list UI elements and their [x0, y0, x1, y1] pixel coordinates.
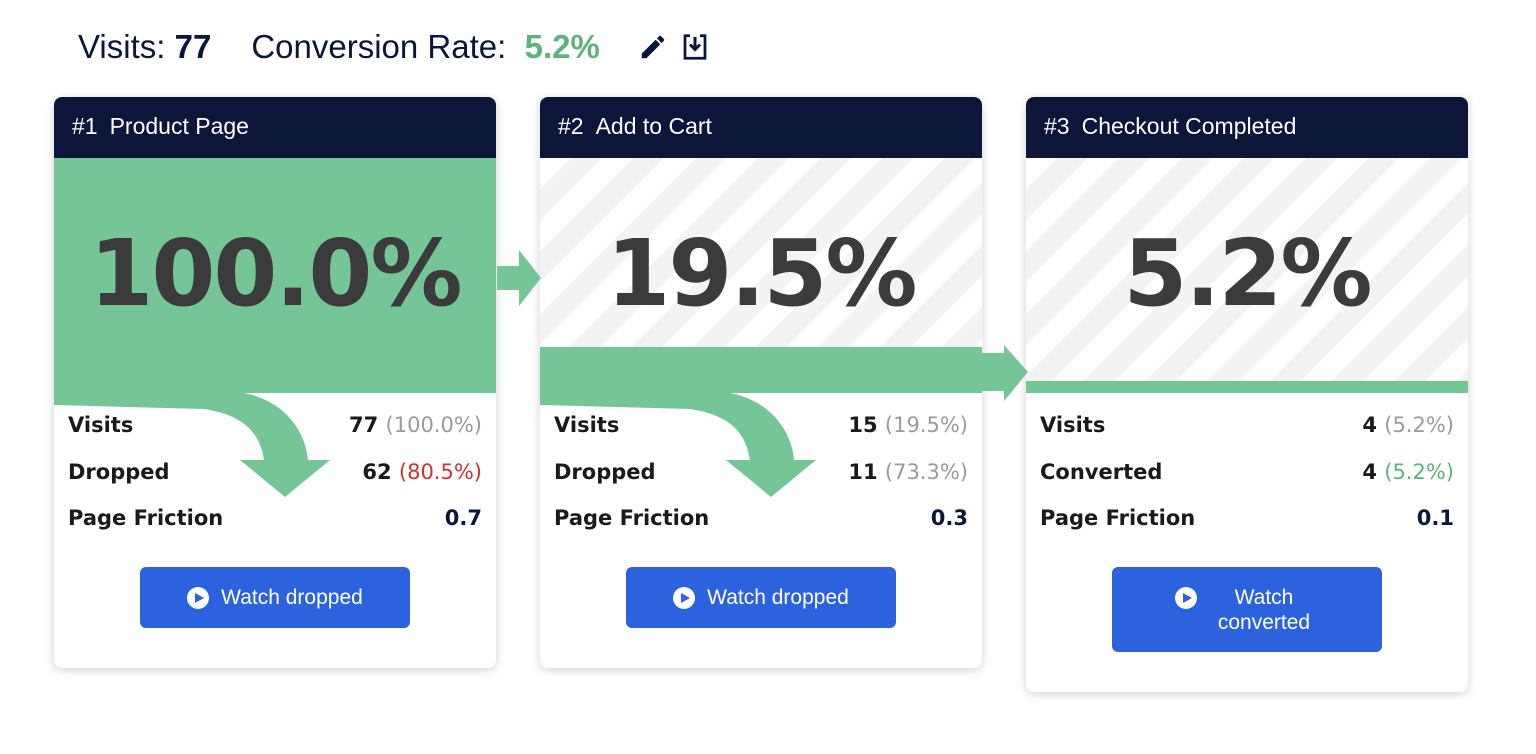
funnel-step-card: #2 Add to Cart 19.5% Visits 15 (19.5%) Dr…	[540, 97, 982, 668]
pencil-icon[interactable]	[638, 32, 668, 62]
step-hero: 100.0%	[54, 158, 496, 393]
step-fill-bar	[54, 158, 496, 393]
stat-label: Page Friction	[1040, 506, 1196, 530]
step-stats: Visits 77 (100.0%) Dropped 62 (80.5%) Pa…	[54, 393, 496, 563]
stat-row: Page Friction 0.3	[554, 506, 968, 553]
drop-arrow	[54, 393, 330, 497]
watch-button[interactable]: Watch converted	[1112, 567, 1382, 652]
funnel-summary: Visits: 77 Conversion Rate: 5.2%	[78, 28, 710, 66]
watch-button-label: Watch dropped	[707, 585, 849, 609]
stat-label: Page Friction	[554, 506, 710, 530]
step-stats: Visits 4 (5.2%) Converted 4 (5.2%) Page …	[1026, 393, 1468, 563]
step-fill-bar	[540, 347, 982, 393]
stat-label: Visits	[68, 413, 134, 437]
conversion-label: Conversion Rate:	[251, 28, 507, 65]
stat-label: Visits	[1040, 413, 1106, 437]
stat-value: 11 (73.3%)	[848, 460, 968, 507]
stat-label: Page Friction	[68, 506, 224, 530]
funnel-step-card: #1 Product Page 100.0% Visits 77 (100.0%)…	[54, 97, 496, 668]
stat-count: 62	[362, 459, 392, 484]
stat-percent: (5.2%)	[1384, 459, 1454, 484]
stat-label: Visits	[554, 413, 620, 437]
conversion-value: 5.2%	[524, 28, 600, 65]
stat-row: Visits 4 (5.2%)	[1040, 413, 1454, 460]
stat-value: 77 (100.0%)	[349, 413, 482, 460]
step-header: #2 Add to Cart	[540, 97, 982, 158]
funnel-step-card: #3 Checkout Completed 5.2% Visits 4 (5.2%…	[1026, 97, 1468, 692]
step-percent: 5.2%	[1123, 220, 1372, 327]
watch-button-label: Watch converted	[1217, 585, 1311, 634]
visits-value: 77	[174, 28, 212, 65]
step-hero: 5.2%	[1026, 158, 1468, 393]
stat-count: 0.3	[930, 506, 968, 530]
step-percent: 100.0%	[89, 220, 462, 327]
stat-value: 4 (5.2%)	[1362, 413, 1454, 460]
stat-row: Dropped 11 (73.3%)	[554, 460, 968, 507]
flow-arrow-2-3	[982, 345, 1028, 401]
step-fill-bar	[1026, 380, 1468, 393]
stat-count: 15	[848, 413, 878, 437]
stat-count: 11	[848, 459, 878, 484]
stat-label: Converted	[1040, 459, 1163, 484]
stat-value: 0.3	[931, 506, 968, 553]
stat-value: 0.7	[445, 506, 482, 553]
stat-count: 77	[348, 413, 379, 437]
stat-percent: (19.5%)	[884, 413, 968, 437]
stat-label: Dropped	[68, 459, 170, 484]
stat-label: Dropped	[554, 459, 656, 484]
stat-percent: (100.0%)	[385, 413, 482, 437]
step-hero: 19.5%	[540, 158, 982, 393]
stat-percent: (80.5%)	[398, 459, 482, 484]
visits-label: Visits:	[78, 28, 166, 65]
play-icon	[187, 586, 210, 609]
stat-count: 4	[1362, 459, 1377, 484]
watch-button-label: Watch dropped	[221, 585, 363, 609]
play-icon	[1175, 586, 1197, 609]
stat-row: Page Friction 0.7	[68, 506, 482, 553]
stat-value: 15 (19.5%)	[848, 413, 968, 460]
stat-percent: (5.2%)	[1384, 413, 1454, 437]
step-number: #1	[72, 113, 98, 139]
stat-value: 0.1	[1417, 506, 1454, 553]
stat-percent: (73.3%)	[884, 459, 968, 484]
step-title: Product Page	[109, 113, 249, 139]
play-icon	[673, 586, 696, 609]
step-number: #3	[1044, 113, 1070, 139]
stat-value: 62 (80.5%)	[362, 460, 482, 507]
step-title: Checkout Completed	[1081, 113, 1297, 139]
step-header: #3 Checkout Completed	[1026, 97, 1468, 158]
stat-row: Page Friction 0.1	[1040, 506, 1454, 553]
drop-arrow	[540, 393, 816, 497]
download-icon[interactable]	[680, 32, 710, 62]
stat-count: 0.7	[444, 506, 482, 530]
step-stats: Visits 15 (19.5%) Dropped 11 (73.3%) Pag…	[540, 393, 982, 563]
watch-button[interactable]: Watch dropped	[626, 567, 896, 628]
watch-button[interactable]: Watch dropped	[140, 567, 410, 628]
stat-row: Converted 4 (5.2%)	[1040, 460, 1454, 507]
stat-count: 0.1	[1416, 506, 1454, 530]
step-title: Add to Cart	[595, 113, 712, 139]
stat-row: Dropped 62 (80.5%)	[68, 460, 482, 507]
stat-row: Visits 77 (100.0%)	[68, 413, 482, 460]
stat-value: 4 (5.2%)	[1362, 460, 1454, 507]
step-number: #2	[558, 113, 584, 139]
step-header: #1 Product Page	[54, 97, 496, 158]
stat-row: Visits 15 (19.5%)	[554, 413, 968, 460]
stat-count: 4	[1362, 413, 1377, 437]
step-percent: 19.5%	[606, 220, 917, 327]
flow-arrow-1-2	[497, 250, 541, 306]
